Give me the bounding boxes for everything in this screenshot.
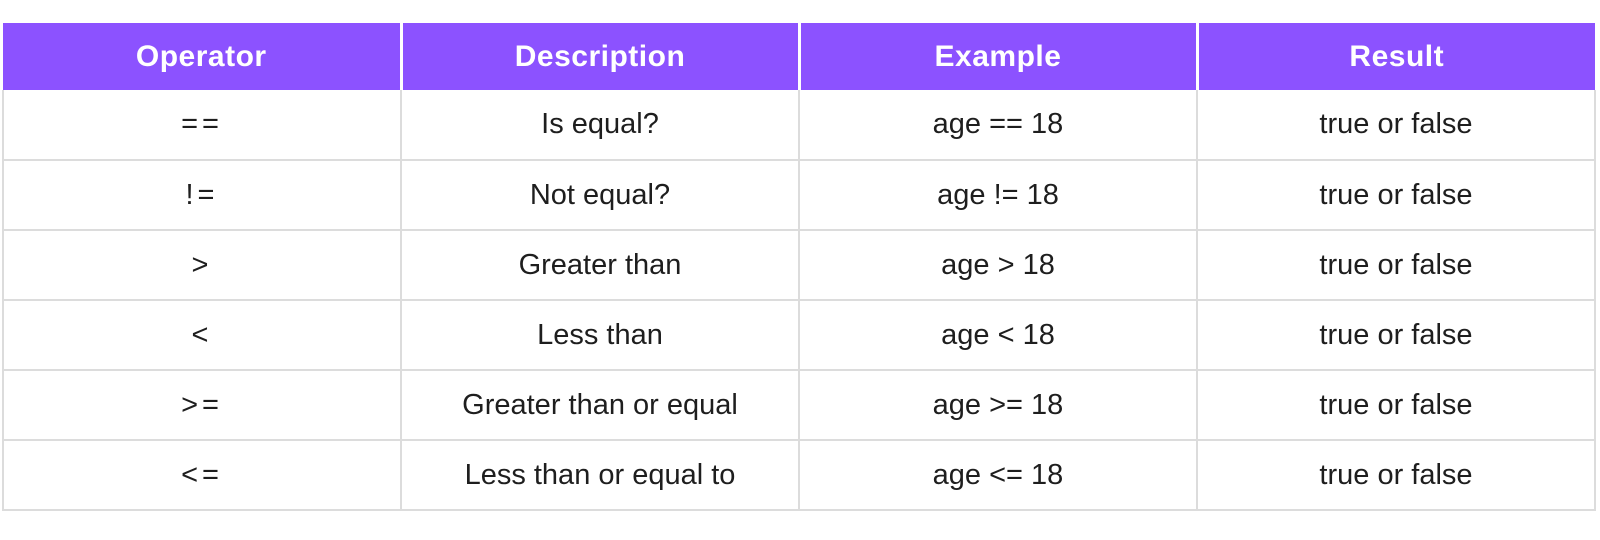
operator-cell: == [2, 90, 402, 161]
header-row: Operator Description Example Result [3, 23, 1595, 90]
example-cell: age < 18 [798, 299, 1198, 371]
operator-cell: <= [2, 439, 402, 511]
description-cell: Is equal? [400, 90, 800, 161]
table-row: <= Less than or equal to age <= 18 true … [2, 439, 1596, 511]
description-cell: Less than or equal to [400, 439, 800, 511]
result-cell: true or false [1196, 369, 1596, 441]
table-body: == Is equal? age == 18 true or false != … [2, 90, 1596, 511]
table-row: != Not equal? age != 18 true or false [2, 159, 1596, 231]
description-cell: Greater than [400, 229, 800, 301]
example-cell: age > 18 [798, 229, 1198, 301]
description-cell: Less than [400, 299, 800, 371]
table-header: Operator Description Example Result [3, 23, 1595, 90]
header-cell-result: Result [1197, 23, 1595, 90]
header-cell-description: Description [401, 23, 801, 90]
table-row: > Greater than age > 18 true or false [2, 229, 1596, 301]
example-cell: age == 18 [798, 90, 1198, 161]
result-cell: true or false [1196, 299, 1596, 371]
result-cell: true or false [1196, 229, 1596, 301]
table-row: < Less than age < 18 true or false [2, 299, 1596, 371]
operator-cell: < [2, 299, 402, 371]
table-row: >= Greater than or equal age >= 18 true … [2, 369, 1596, 441]
comparison-operators-table: Operator Description Example Result == I… [2, 23, 1596, 511]
example-cell: age <= 18 [798, 439, 1198, 511]
header-cell-operator: Operator [3, 23, 403, 90]
result-cell: true or false [1196, 159, 1596, 231]
operator-cell: >= [2, 369, 402, 441]
description-cell: Not equal? [400, 159, 800, 231]
result-cell: true or false [1196, 90, 1596, 161]
result-cell: true or false [1196, 439, 1596, 511]
operator-cell: != [2, 159, 402, 231]
header-cell-example: Example [799, 23, 1199, 90]
operator-cell: > [2, 229, 402, 301]
description-cell: Greater than or equal [400, 369, 800, 441]
table-row: == Is equal? age == 18 true or false [2, 90, 1596, 161]
example-cell: age != 18 [798, 159, 1198, 231]
example-cell: age >= 18 [798, 369, 1198, 441]
